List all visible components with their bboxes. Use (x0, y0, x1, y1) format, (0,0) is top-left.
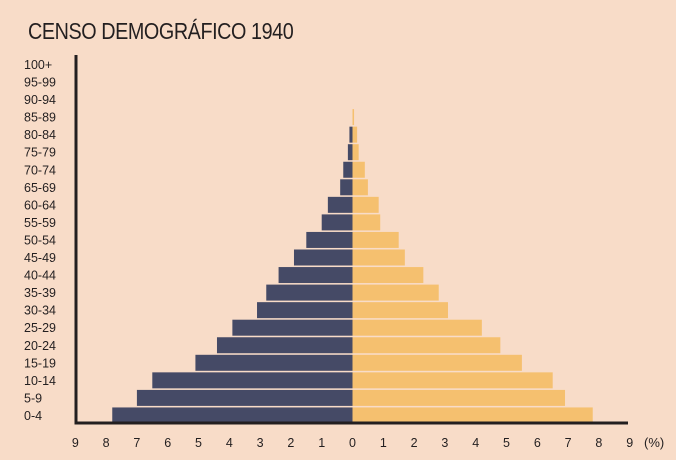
bar-right-75-79 (352, 144, 359, 161)
bar-right-15-19 (352, 354, 522, 371)
age-label-25-29: 25-29 (24, 321, 56, 335)
bar-left-70-74 (343, 161, 353, 178)
age-label-70-74: 70-74 (24, 163, 56, 177)
x-tick-label: 8 (103, 436, 110, 450)
x-tick-label: 4 (226, 436, 233, 450)
bar-left-15-19 (195, 354, 353, 371)
bar-left-10-14 (152, 372, 353, 389)
bar-left-0-4 (112, 407, 353, 424)
bar-right-70-74 (352, 161, 365, 178)
bars-left-series (112, 126, 353, 424)
age-label-50-54: 50-54 (24, 233, 56, 247)
x-tick-label: 5 (503, 436, 510, 450)
x-tick-label: 6 (534, 436, 541, 450)
bar-right-45-49 (352, 249, 405, 266)
bar-left-65-69 (340, 179, 353, 196)
x-tick-label: 3 (441, 436, 448, 450)
bar-left-20-24 (216, 337, 353, 354)
bar-left-45-49 (293, 249, 353, 266)
x-axis-unit-label: (%) (644, 435, 664, 450)
bar-right-65-69 (352, 179, 368, 196)
age-label-5-9: 5-9 (24, 391, 42, 405)
age-group-labels: 0-4 5-9 10-14 15-19 20-24 25-29 30-34 35-39 40-4… (24, 58, 56, 423)
age-label-100+: 100+ (24, 58, 52, 72)
x-tick-label: 3 (257, 436, 264, 450)
bar-right-85-89 (352, 109, 355, 126)
x-tick-label: 5 (195, 436, 202, 450)
age-label-75-79: 75-79 (24, 146, 56, 160)
age-label-40-44: 40-44 (24, 269, 56, 283)
age-label-10-14: 10-14 (24, 374, 56, 388)
age-label-35-39: 35-39 (24, 286, 56, 300)
age-label-80-84: 80-84 (24, 128, 56, 142)
bar-left-55-59 (321, 214, 353, 231)
bar-right-10-14 (352, 372, 553, 389)
bar-right-0-4 (352, 407, 593, 424)
bar-left-25-29 (232, 319, 353, 336)
age-label-15-19: 15-19 (24, 356, 56, 370)
x-tick-label: 7 (133, 436, 140, 450)
bar-left-5-9 (136, 389, 353, 406)
x-tick-label: 1 (380, 436, 387, 450)
age-label-45-49: 45-49 (24, 251, 56, 265)
bar-right-60-64 (352, 196, 379, 213)
age-label-85-89: 85-89 (24, 111, 56, 125)
bar-left-50-54 (306, 231, 353, 248)
x-tick-label: 7 (565, 436, 572, 450)
bar-left-30-34 (257, 302, 353, 319)
x-tick-label: 0 (349, 436, 356, 450)
bar-right-55-59 (352, 214, 381, 231)
age-label-65-69: 65-69 (24, 181, 56, 195)
age-label-20-24: 20-24 (24, 339, 56, 353)
bar-left-60-64 (327, 196, 353, 213)
age-label-0-4: 0-4 (24, 409, 42, 423)
bar-left-80-84 (349, 126, 353, 143)
bar-right-20-24 (352, 337, 501, 354)
bar-right-5-9 (352, 389, 566, 406)
bar-right-35-39 (352, 284, 439, 301)
bar-right-80-84 (352, 126, 358, 143)
bar-left-75-79 (347, 144, 353, 161)
x-tick-label: 9 (72, 436, 79, 450)
x-tick-label: 4 (472, 436, 479, 450)
age-label-55-59: 55-59 (24, 216, 56, 230)
age-label-95-99: 95-99 (24, 76, 56, 90)
x-tick-labels: 9 8 7 6 5 4 3 2 1 0 1 2 3 4 5 6 7 8 9 (72, 436, 633, 450)
age-label-90-94: 90-94 (24, 93, 56, 107)
x-tick-label: 9 (626, 436, 633, 450)
bars-right-series (352, 109, 593, 424)
bar-left-40-44 (278, 267, 353, 284)
x-tick-label: 8 (595, 436, 602, 450)
bar-right-25-29 (352, 319, 482, 336)
x-tick-label: 2 (287, 436, 294, 450)
bar-right-50-54 (352, 231, 399, 248)
x-tick-label: 6 (164, 436, 171, 450)
x-tick-label: 2 (411, 436, 418, 450)
bar-left-35-39 (266, 284, 353, 301)
chart-title: CENSO DEMOGRÁFICO 1940 (28, 18, 294, 44)
age-label-60-64: 60-64 (24, 198, 56, 212)
x-tick-label: 1 (318, 436, 325, 450)
age-label-30-34: 30-34 (24, 304, 56, 318)
bar-right-40-44 (352, 267, 424, 284)
bar-right-30-34 (352, 302, 448, 319)
